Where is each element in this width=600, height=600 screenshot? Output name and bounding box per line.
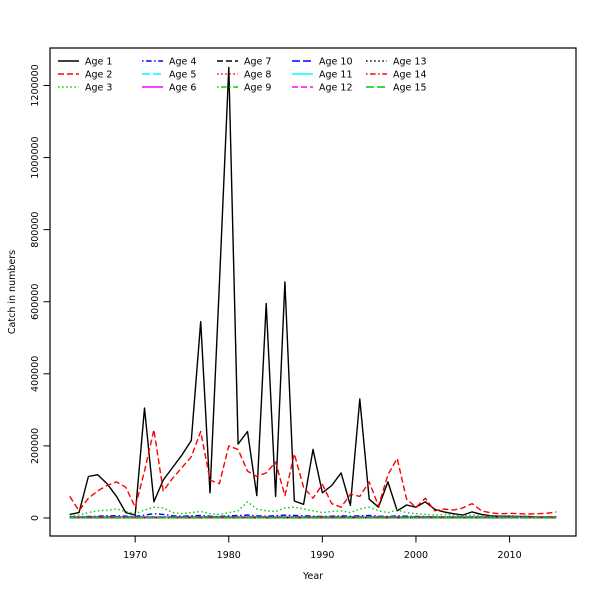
legend-entry-age-14: Age 14	[366, 69, 426, 80]
legend-entry-age-12: Age 12	[292, 82, 352, 93]
legend-entry-age-7: Age 7	[217, 56, 271, 67]
x-axis-title: Year	[302, 571, 323, 582]
legend-label: Age 12	[319, 82, 352, 93]
legend-entry-age-1: Age 1	[58, 56, 112, 67]
legend-entry-age-9: Age 9	[217, 82, 271, 93]
legend-entry-age-5: Age 5	[142, 69, 196, 80]
legend-label: Age 13	[393, 56, 426, 67]
y-axis-title: Catch in numbers	[7, 250, 18, 334]
series-line-age-3	[69, 501, 557, 518]
legend-label: Age 2	[85, 69, 112, 80]
legend-entry-age-15: Age 15	[366, 82, 426, 93]
legend-entry-age-2: Age 2	[58, 69, 112, 80]
x-tick-label: 1990	[310, 550, 334, 561]
legend-label: Age 9	[244, 82, 271, 93]
legend-label: Age 7	[244, 56, 271, 67]
series-line-age-2	[69, 429, 557, 515]
plot-border	[49, 47, 577, 537]
legend-entry-age-10: Age 10	[292, 56, 352, 67]
x-tick-label: 1980	[217, 550, 241, 561]
legend: Age 1 Age 2 Age 3 Age 4 Age 5 Age 6 Age 7 Age 8…	[58, 56, 426, 93]
legend-label: Age 4	[169, 56, 196, 67]
legend-entry-age-8: Age 8	[217, 69, 271, 80]
legend-entry-age-6: Age 6	[142, 82, 196, 93]
legend-entry-age-4: Age 4	[142, 56, 196, 67]
legend-label: Age 11	[319, 69, 352, 80]
legend-label: Age 14	[393, 69, 426, 80]
legend-label: Age 1	[85, 56, 112, 67]
x-tick-label: 2000	[404, 550, 428, 561]
y-tick-label: 1200000	[30, 64, 41, 106]
x-tick-label: 1970	[123, 550, 147, 561]
y-tick-label: 400000	[30, 356, 41, 392]
legend-entry-age-3: Age 3	[58, 82, 112, 93]
legend-label: Age 6	[169, 82, 196, 93]
y-tick-label: 0	[30, 515, 41, 521]
x-tick-label: 2010	[497, 550, 521, 561]
y-tick-label: 1000000	[30, 136, 41, 178]
y-tick-label: 600000	[30, 284, 41, 320]
legend-label: Age 3	[85, 82, 112, 93]
legend-label: Age 15	[393, 82, 426, 93]
y-tick-label: 200000	[30, 428, 41, 464]
legend-label: Age 10	[319, 56, 352, 67]
legend-label: Age 5	[169, 69, 196, 80]
legend-entry-age-11: Age 11	[292, 69, 352, 80]
legend-entry-age-13: Age 13	[366, 56, 426, 67]
legend-label: Age 8	[244, 69, 271, 80]
series-line-age-1	[69, 66, 557, 518]
y-tick-label: 800000	[30, 212, 41, 248]
series-line-age-4	[69, 513, 557, 518]
